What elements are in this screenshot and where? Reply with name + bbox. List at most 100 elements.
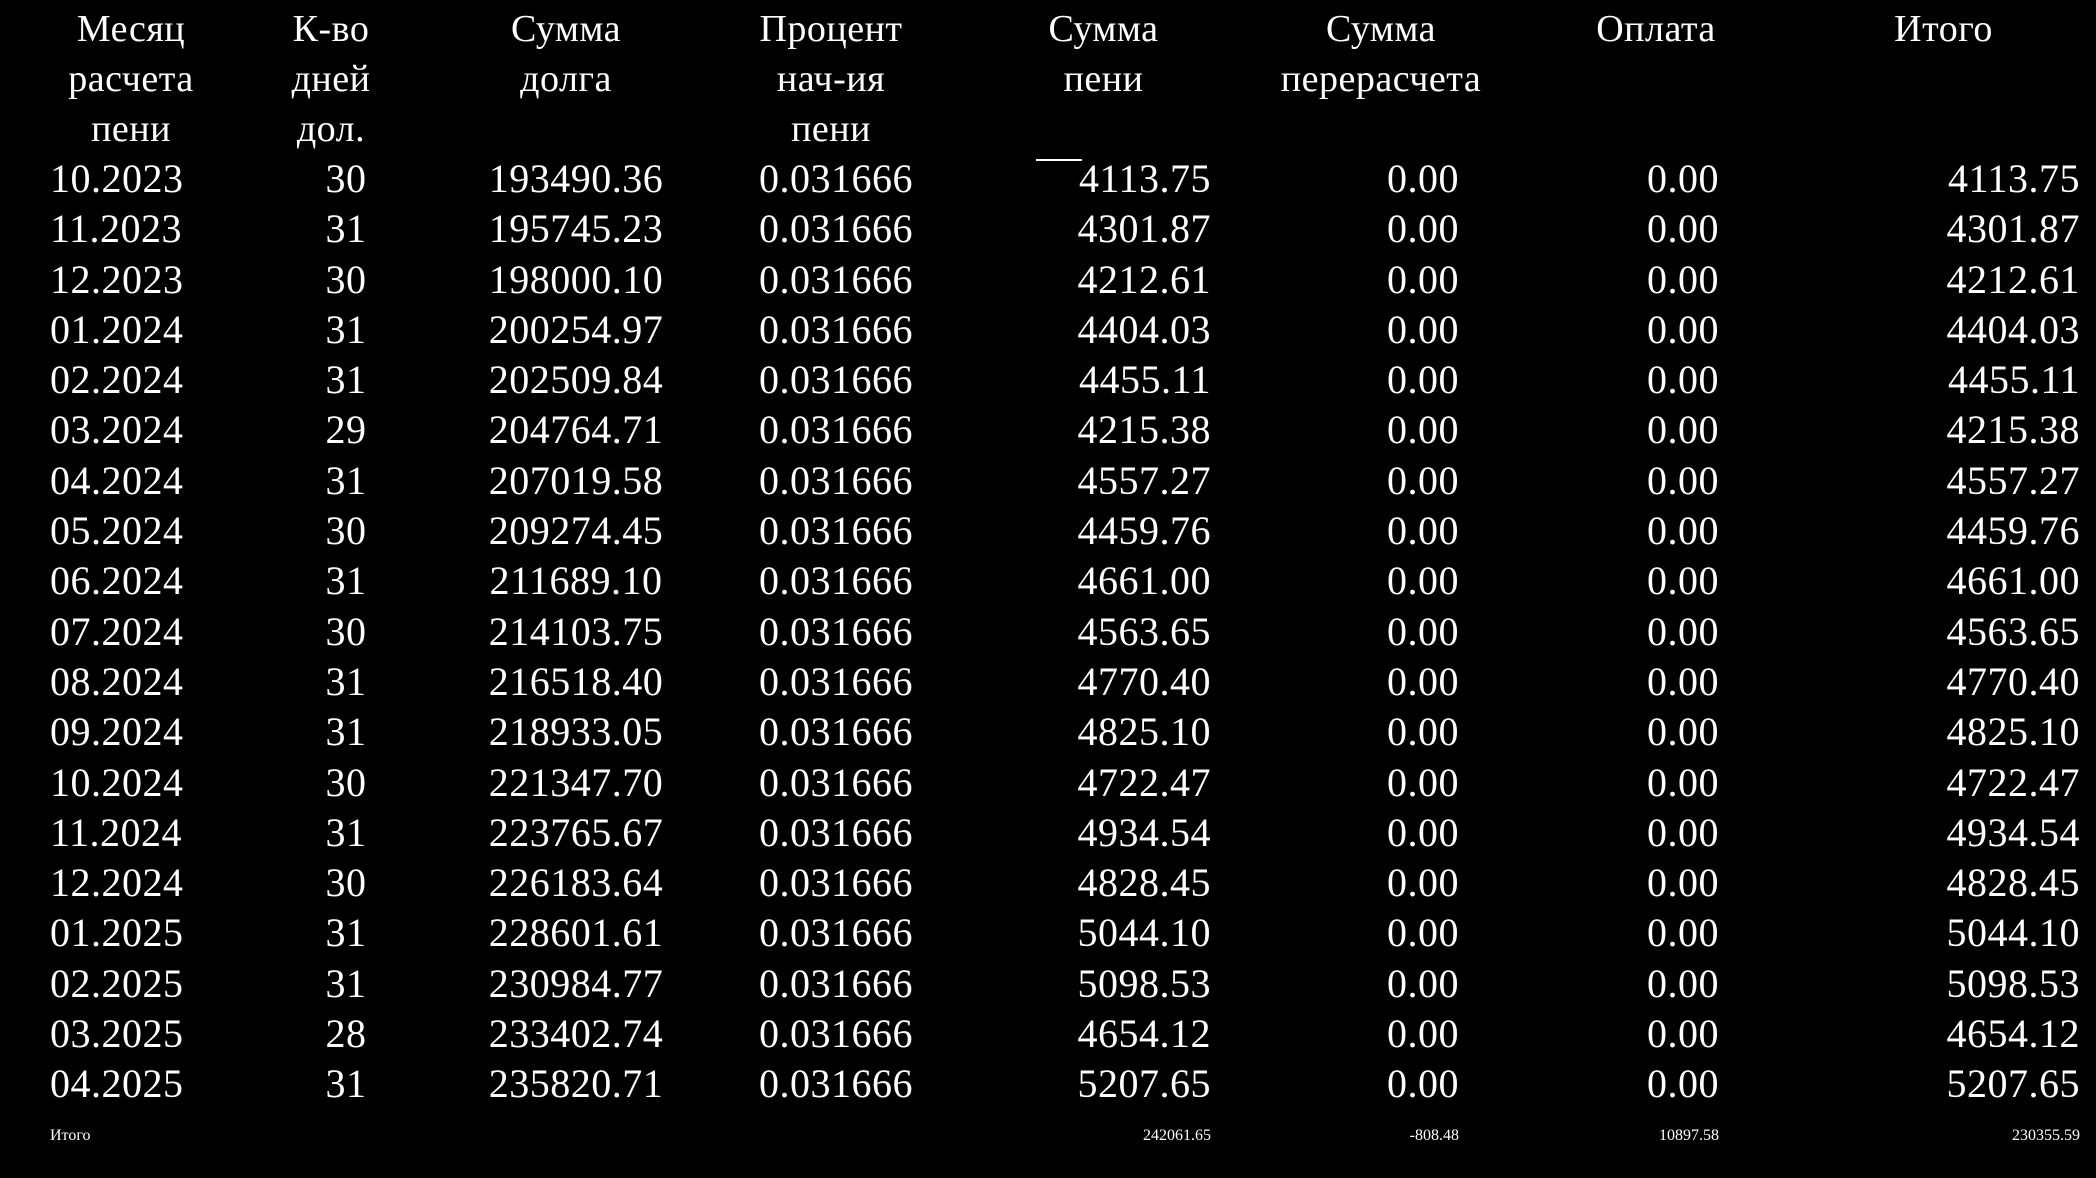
cell-percent: 0.031666 [759, 709, 913, 755]
cell-percent: 0.031666 [759, 658, 913, 704]
cell-total: 4661.00 [1946, 558, 2080, 604]
cell-recalc: 0.00 [1387, 658, 1459, 704]
cell-penalty: 5044.10 [1077, 910, 1211, 956]
cell-month: 12.2023 [50, 256, 184, 302]
cell-days: 31 [325, 709, 367, 755]
cell-month: 05.2024 [50, 508, 184, 554]
table-row: 08.2024 31 216518.40 0.031666 4770.40 0.00 0.0… [36, 657, 2096, 707]
cell-days: 30 [325, 608, 367, 654]
cell-total: 4722.47 [1946, 759, 2080, 805]
totals-total: 230355.59 [2012, 1126, 2080, 1144]
cell-debt: 228601.61 [488, 910, 664, 956]
cell-total: 4459.76 [1946, 508, 2080, 554]
cell-penalty: 4212.61 [1077, 256, 1211, 302]
cell-recalc: 0.00 [1387, 1061, 1459, 1107]
cell-debt: 209274.45 [488, 508, 664, 554]
cell-month: 01.2024 [50, 306, 184, 352]
totals-percent [696, 1110, 966, 1162]
cell-debt: 230984.77 [488, 960, 664, 1006]
header-row: Месяц расчета пени К-во дней дол. Сумма … [36, 4, 2096, 154]
cell-percent: 0.031666 [759, 960, 913, 1006]
penalty-calculation-table: Месяц расчета пени К-во дней дол. Сумма … [36, 4, 2096, 1162]
cell-month: 12.2024 [50, 860, 184, 906]
cell-debt: 235820.71 [488, 1061, 664, 1107]
cell-days: 31 [325, 457, 367, 503]
cell-total: 4563.65 [1946, 608, 2080, 654]
table-row: 10.2024 30 221347.70 0.031666 4722.47 0.00 0.0… [36, 758, 2096, 808]
cell-debt: 211689.10 [489, 558, 663, 604]
table-row: 11.2024 31 223765.67 0.031666 4934.54 0.00 0.0… [36, 808, 2096, 858]
table-row: 05.2024 30 209274.45 0.031666 4459.76 0.00 0.0… [36, 506, 2096, 556]
cell-recalc: 0.00 [1387, 960, 1459, 1006]
cell-payment: 0.00 [1647, 608, 1719, 654]
cell-percent: 0.031666 [759, 1061, 913, 1107]
cell-percent: 0.031666 [759, 910, 913, 956]
cell-penalty: 5207.65 [1077, 1061, 1211, 1107]
cell-days: 31 [325, 910, 367, 956]
cell-penalty: 4459.76 [1077, 508, 1211, 554]
cell-month: 02.2024 [50, 357, 184, 403]
table-row: 03.2025 28 233402.74 0.031666 4654.12 0.00 0.0… [36, 1009, 2096, 1059]
cell-month: 10.2024 [50, 759, 184, 805]
table-header: Месяц расчета пени К-во дней дол. Сумма … [36, 4, 2096, 154]
cell-recalc: 0.00 [1387, 457, 1459, 503]
header-penalty: Сумма пени [1048, 8, 1159, 100]
cell-recalc: 0.00 [1387, 759, 1459, 805]
cell-debt: 218933.05 [488, 709, 664, 755]
cell-days: 29 [325, 407, 367, 453]
cell-recalc: 0.00 [1387, 910, 1459, 956]
cell-recalc: 0.00 [1387, 860, 1459, 906]
header-debt: Сумма долга [510, 8, 622, 100]
cell-percent: 0.031666 [759, 206, 913, 252]
cell-recalc: 0.00 [1387, 809, 1459, 855]
cell-payment: 0.00 [1647, 658, 1719, 704]
cell-penalty: 4934.54 [1077, 809, 1211, 855]
cell-penalty: 4404.03 [1077, 306, 1211, 352]
totals-label: Итого [50, 1126, 91, 1144]
header-total: Итого [1894, 8, 1993, 50]
cell-days: 30 [325, 156, 367, 201]
table-row: 09.2024 31 218933.05 0.031666 4825.10 0.00 0.0… [36, 707, 2096, 757]
cell-penalty: 5098.53 [1077, 960, 1211, 1006]
cell-percent: 0.031666 [759, 407, 913, 453]
table-row: 07.2024 30 214103.75 0.031666 4563.65 0.00 0.0… [36, 607, 2096, 657]
cell-percent: 0.031666 [759, 457, 913, 503]
cell-penalty: 4722.47 [1077, 759, 1211, 805]
cell-total: 4404.03 [1946, 306, 2080, 352]
cell-days: 31 [325, 960, 367, 1006]
cell-total: 4557.27 [1946, 457, 2080, 503]
cell-total: 5207.65 [1946, 1061, 2080, 1107]
cell-penalty: 4563.65 [1077, 608, 1211, 654]
cell-recalc: 0.00 [1387, 608, 1459, 654]
cell-month: 11.2024 [50, 809, 183, 855]
cell-penalty: 4661.00 [1077, 558, 1211, 604]
totals-payment: 10897.58 [1659, 1126, 1719, 1144]
cell-debt: 193490.36 [488, 156, 664, 201]
cell-debt: 214103.75 [488, 608, 664, 654]
cell-days: 28 [325, 1011, 367, 1057]
cell-percent: 0.031666 [759, 256, 913, 302]
header-payment: Оплата [1596, 8, 1716, 50]
cell-payment: 0.00 [1647, 960, 1719, 1006]
cell-payment: 0.00 [1647, 306, 1719, 352]
cell-recalc: 0.00 [1387, 156, 1459, 201]
totals-days [226, 1110, 436, 1162]
cell-total: 5098.53 [1946, 960, 2080, 1006]
cell-recalc: 0.00 [1387, 306, 1459, 352]
cell-days: 31 [325, 357, 367, 403]
cell-debt: 204764.71 [488, 407, 664, 453]
cell-percent: 0.031666 [759, 306, 913, 352]
cell-total: 4301.87 [1946, 206, 2080, 252]
cell-payment: 0.00 [1647, 256, 1719, 302]
cell-penalty: 4301.87 [1077, 206, 1211, 252]
table-row: 02.2024 31 202509.84 0.031666 4455.11 0.00 0.0… [36, 355, 2096, 405]
cell-recalc: 0.00 [1387, 709, 1459, 755]
totals-row: Итого 242061.65 -808.48 10897.58 230355.… [36, 1110, 2096, 1162]
cell-recalc: 0.00 [1387, 1011, 1459, 1057]
cell-total: 4113.75 [1947, 156, 2080, 201]
cell-payment: 0.00 [1647, 558, 1719, 604]
cell-debt: 221347.70 [488, 759, 664, 805]
header-days: К-во дней дол. [291, 8, 371, 150]
cell-recalc: 0.00 [1387, 407, 1459, 453]
